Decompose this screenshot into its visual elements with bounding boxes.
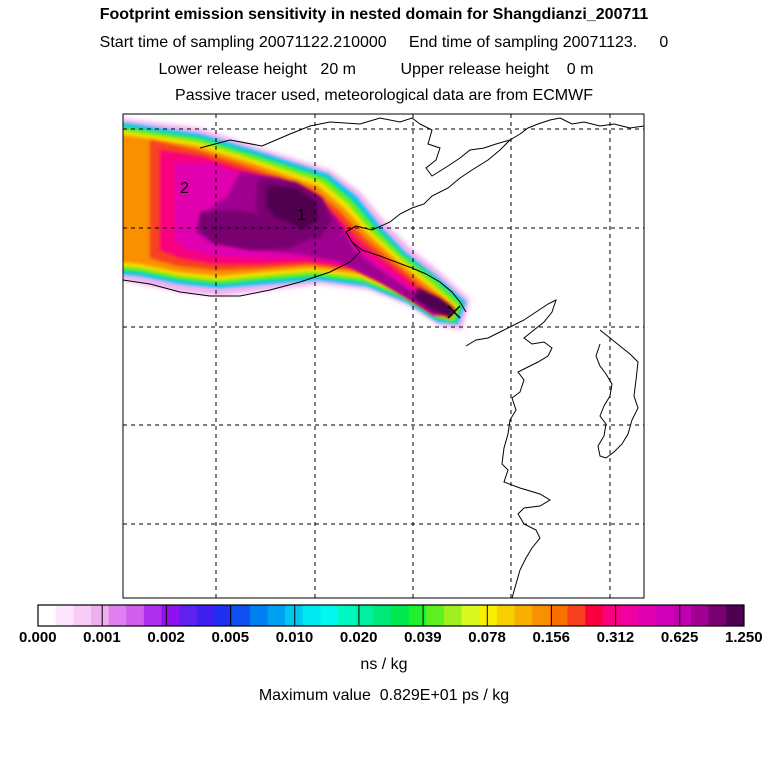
colorbar-cell <box>620 605 639 626</box>
colorbar-ticks <box>101 605 681 626</box>
colorbar-tick-label: 0.010 <box>275 629 314 646</box>
plume-core-2 <box>198 210 310 250</box>
colorbar-tick-label: 0.625 <box>660 629 699 646</box>
plume-core-station <box>414 288 456 318</box>
coastlines <box>123 117 644 598</box>
colorbar-cell <box>161 605 180 626</box>
plot-title: Footprint emission sensitivity in nested… <box>99 6 649 23</box>
colorbar-cell <box>691 605 710 626</box>
colorbar-cell <box>38 605 57 626</box>
colorbar-cell <box>126 605 145 626</box>
colorbar-cell <box>549 605 568 626</box>
colorbar-tick-label: 0.039 <box>404 629 442 646</box>
tracer-info: Passive tracer used, meteorological data… <box>175 87 593 104</box>
colorbar-cell <box>143 605 163 626</box>
colorbar-tick-label: 0.020 <box>339 629 378 646</box>
colorbar-tick-label: 0.000 <box>19 629 57 646</box>
colorbar-cell <box>179 605 198 626</box>
colorbar-cell <box>249 605 268 626</box>
colorbar-cell <box>708 605 727 626</box>
max-value: Maximum value 0.829E+01 ps / kg <box>258 687 510 704</box>
coast-line-west <box>123 117 561 297</box>
colorbar-cell <box>496 605 516 626</box>
colorbar-cell <box>408 605 427 626</box>
colorbar-cell <box>514 605 533 626</box>
colorbar-cell <box>532 605 551 626</box>
coast-line-northeast <box>559 117 644 129</box>
units-label: ns / kg <box>360 656 408 673</box>
plume-contours <box>123 118 470 330</box>
sampling-times: Start time of sampling 20071122.210000 E… <box>99 34 669 51</box>
colorbar-cell <box>302 605 321 626</box>
colorbar-tick-label: 1.250 <box>725 629 763 646</box>
colorbar-cell <box>232 605 251 626</box>
colorbar-cell <box>373 605 392 626</box>
peak-label-1: 1 <box>297 207 306 224</box>
colorbar-tick-label: 0.078 <box>468 629 506 646</box>
colorbar-cell <box>655 605 674 626</box>
colorbar-cell <box>55 605 74 626</box>
colorbar-cell <box>267 605 286 626</box>
colorbar-cell <box>285 605 304 626</box>
grid <box>123 114 644 598</box>
colorbar-cell <box>355 605 374 626</box>
colorbar-cell <box>90 605 110 626</box>
coast-line-bay <box>345 225 467 313</box>
colorbar-cell <box>73 605 92 626</box>
coast-line-east <box>465 299 557 598</box>
colorbar-tick-label: 0.156 <box>532 629 570 646</box>
colorbar-tick-label: 0.001 <box>83 629 121 646</box>
colorbar-cell <box>443 605 463 626</box>
coast-line-peninsula <box>419 123 511 177</box>
border-line-north <box>199 117 421 149</box>
plume-core-1-inner <box>266 186 318 230</box>
colorbar-cell <box>585 605 604 626</box>
colorbar-cell <box>108 605 127 626</box>
colorbar-cell <box>567 605 586 626</box>
colorbar-cell <box>391 605 410 626</box>
colorbar-cell <box>196 605 215 626</box>
colorbar-cells <box>38 605 745 626</box>
map-frame <box>122 113 645 599</box>
colorbar-cell <box>638 605 657 626</box>
colorbar-cell <box>320 605 339 626</box>
colorbar-cell <box>461 605 480 626</box>
colorbar-cell <box>426 605 445 626</box>
coast-line-korea <box>595 329 639 459</box>
release-heights: Lower release height 20 m Upper release … <box>158 61 594 78</box>
peak-label-2: 2 <box>180 180 189 197</box>
colorbar-tick-label: 0.005 <box>211 629 250 646</box>
receptor-x-icon <box>447 305 461 319</box>
colorbar-cell <box>479 605 498 626</box>
colorbar-cell <box>726 605 745 626</box>
colorbar-cell <box>214 605 233 626</box>
colorbar-cell <box>602 605 621 626</box>
colorbar-frame <box>37 604 745 627</box>
colorbar-cell <box>338 605 357 626</box>
colorbar-cell <box>673 605 692 626</box>
colorbar-tick-label: 0.312 <box>596 629 635 646</box>
colorbar-tick-label: 0.002 <box>147 629 185 646</box>
